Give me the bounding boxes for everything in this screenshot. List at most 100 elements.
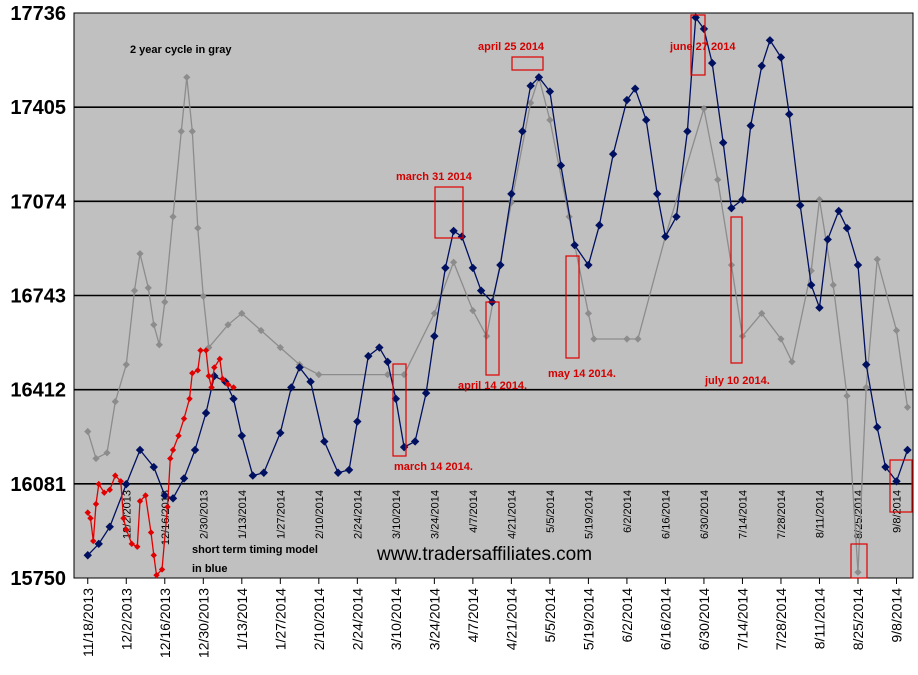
blue-timing-model-point (287, 383, 296, 392)
annotation-box (511, 56, 544, 71)
y-tick-label: 17405 (10, 97, 66, 119)
gray-cycle-point (546, 116, 554, 124)
red-actual-point (106, 486, 113, 494)
blue-timing-model-point (168, 494, 178, 503)
inner-date-label: 12/16/2013 (160, 490, 172, 545)
gray-cycle-point (758, 309, 766, 318)
gray-cycle-point (815, 196, 824, 204)
blue-timing-model-point (652, 189, 662, 199)
blue-timing-model-point (842, 223, 852, 233)
gray-cycle-point (188, 127, 196, 135)
gray-cycle-point (224, 321, 232, 329)
series-layer (83, 13, 912, 579)
blue-timing-model-point (584, 260, 593, 270)
annotation-may-14: may 14 2014. (548, 368, 616, 380)
red-actual-point (189, 369, 196, 377)
red-actual-point (158, 566, 166, 573)
blue-timing-model-point (881, 462, 890, 472)
gray-cycle-point (700, 104, 708, 113)
red-actual-point (167, 455, 174, 462)
gray-cycle-point (130, 287, 139, 295)
x-tick-label: 12/30/2013 (195, 588, 211, 658)
blue-timing-model-point (785, 110, 794, 119)
inner-date-label: 8/11/2014 (814, 490, 826, 538)
red-actual-point (219, 375, 226, 383)
blue-timing-model-line (87, 15, 909, 556)
x-tick-label: 8/25/2014 (850, 588, 866, 650)
red-actual-point (92, 500, 100, 508)
blue-timing-model-point (903, 445, 912, 455)
blue-timing-model-point (595, 221, 604, 230)
red-actual-point (169, 446, 177, 454)
annotation-box (850, 543, 868, 579)
blue-timing-model-point (105, 522, 114, 531)
blue-timing-model-point (248, 471, 258, 480)
gray-cycle-point (111, 398, 119, 406)
red-actual-point (216, 355, 223, 363)
inner-date-label: 1/27/2014 (275, 490, 287, 539)
blue-timing-model-point (190, 445, 200, 455)
red-actual-point (202, 347, 210, 354)
gray-cycle-point (144, 284, 152, 292)
y-tick-label: 16743 (10, 286, 66, 308)
blue-timing-model-point (149, 462, 158, 472)
gray-cycle-point (777, 335, 785, 343)
gray-cycle-point (634, 335, 642, 343)
gray-cycle-point (892, 326, 901, 335)
inner-date-label: 7/28/2014 (776, 490, 788, 539)
inner-date-label: 5/5/2014 (545, 490, 557, 533)
gray-cycle-point (177, 127, 185, 135)
blue-timing-model-point (556, 161, 566, 170)
gray-cycle-point (194, 224, 202, 232)
x-tick-label: 11/18/2013 (80, 588, 96, 657)
x-tick-label: 2/10/2014 (311, 588, 327, 650)
blue-timing-model-point (457, 232, 467, 241)
x-tick-label: 7/28/2014 (773, 588, 789, 650)
blue-timing-model-point (295, 363, 304, 372)
red-actual-point (186, 395, 193, 402)
blue-timing-model-point (853, 260, 863, 270)
red-actual-point (153, 571, 160, 579)
blue-timing-model-point (83, 551, 92, 560)
blue-timing-model-point (364, 351, 373, 361)
inner-date-label: 7/14/2014 (737, 490, 749, 539)
gray-cycle-point (103, 449, 111, 457)
x-tick-label: 12/16/2013 (157, 588, 173, 658)
inner-date-label: 4/7/2014 (468, 490, 480, 533)
x-tick-label: 6/30/2014 (696, 588, 712, 650)
annotation-box (392, 363, 407, 457)
red-actual-point (136, 497, 144, 505)
blue-timing-model-point (383, 357, 392, 366)
blue-timing-model-point (476, 286, 486, 295)
annotation-march-31: march 31 2014 (396, 171, 473, 183)
gray-cycle-point (183, 73, 191, 81)
inner-date-label: 8/25/2014 (853, 490, 865, 539)
gray-cycle-point (507, 198, 515, 207)
gray-cycle-point (136, 250, 144, 258)
blue-timing-model-point (179, 474, 189, 483)
gray-cycle-point (829, 281, 837, 289)
blue-timing-model-point (873, 423, 882, 432)
inner-date-label: 4/21/2014 (506, 490, 518, 539)
red-actual-point (150, 552, 157, 559)
blue-timing-model-point (746, 121, 755, 130)
gray-cycle-point (122, 361, 130, 369)
gray-cycle-point (590, 335, 598, 343)
blue-timing-model-point (449, 226, 458, 236)
blue-timing-model-point (699, 24, 709, 34)
gray-cycle-point (584, 309, 593, 318)
blue-timing-model-point (375, 343, 384, 352)
red-actual-point (123, 526, 130, 533)
blue-timing-model-point (757, 61, 766, 71)
red-actual-point (95, 480, 102, 488)
x-tick-label: 8/11/2014 (811, 588, 827, 649)
blue-timing-model-point (672, 212, 681, 221)
blue-timing-model-point (441, 263, 450, 273)
blue-timing-model-point (776, 53, 786, 62)
blue-timing-model-point (526, 81, 535, 91)
blue-timing-model-point (707, 58, 717, 68)
y-tick-label: 17736 (10, 3, 66, 25)
grid-lines (74, 106, 913, 485)
inner-date-label: 3/10/2014 (391, 490, 403, 539)
